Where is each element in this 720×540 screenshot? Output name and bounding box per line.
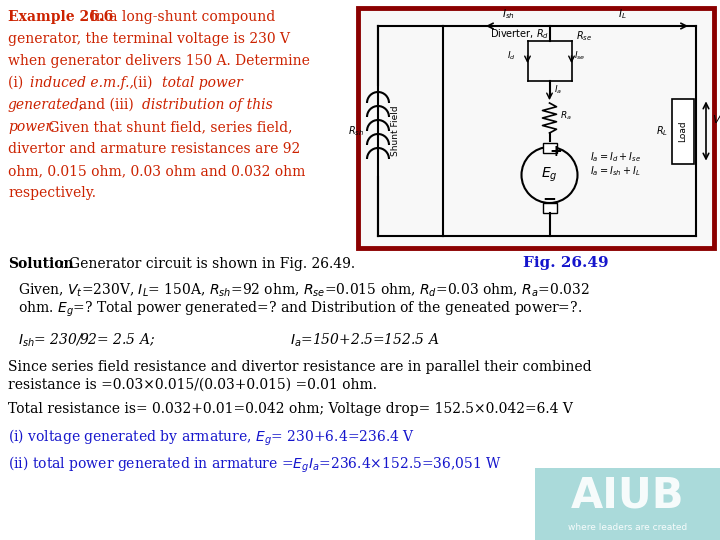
Text: $R_{se}$: $R_{se}$ bbox=[575, 29, 592, 43]
Text: $I_{sh}$: $I_{sh}$ bbox=[502, 7, 515, 21]
Text: $I_a= I_{sh}+I_L$: $I_a= I_{sh}+I_L$ bbox=[590, 164, 640, 178]
Text: ohm. $E_g$=? Total power generated=? and Distribution of the geneated power=?.: ohm. $E_g$=? Total power generated=? and… bbox=[18, 300, 582, 319]
Text: (ii) total power generated in armature =$E_g$$I_a$=236.4×152.5=36,051 W: (ii) total power generated in armature =… bbox=[8, 455, 502, 475]
Text: distribution of this: distribution of this bbox=[142, 98, 273, 112]
Text: $I_d$: $I_d$ bbox=[507, 49, 516, 62]
Text: $E_g$: $E_g$ bbox=[541, 166, 558, 184]
Text: Load: Load bbox=[678, 120, 688, 142]
Text: : Generator circuit is shown in Fig. 26.49.: : Generator circuit is shown in Fig. 26.… bbox=[60, 257, 355, 271]
Bar bbox=[535, 468, 720, 540]
Text: $I_a= I_d+I_{se}$: $I_a= I_d+I_{se}$ bbox=[590, 150, 641, 164]
Text: −: − bbox=[543, 189, 557, 207]
Text: $I_a$=150+2.5=152.5 A: $I_a$=150+2.5=152.5 A bbox=[290, 332, 439, 349]
Text: $I_{sh}$= 230/92= 2.5 A;: $I_{sh}$= 230/92= 2.5 A; bbox=[18, 332, 155, 349]
Text: divertor and armature resistances are 92: divertor and armature resistances are 92 bbox=[8, 142, 300, 156]
Text: Since series field resistance and divertor resistance are in parallel their comb: Since series field resistance and divert… bbox=[8, 360, 592, 374]
Text: (ii): (ii) bbox=[124, 76, 161, 90]
Bar bbox=[542, 143, 557, 153]
Text: total power: total power bbox=[162, 76, 243, 90]
Bar bbox=[542, 203, 557, 213]
Text: Solution: Solution bbox=[8, 257, 73, 271]
Text: Given that shunt field, series field,: Given that shunt field, series field, bbox=[44, 120, 292, 134]
Text: generator, the terminal voltage is 230 V: generator, the terminal voltage is 230 V bbox=[8, 32, 290, 46]
Text: $I_{se}$: $I_{se}$ bbox=[574, 49, 585, 62]
Text: +: + bbox=[549, 145, 562, 159]
Text: $R_{sh}$: $R_{sh}$ bbox=[348, 124, 364, 138]
Text: induced e.m.f.,: induced e.m.f., bbox=[30, 76, 134, 90]
Text: $R_L$: $R_L$ bbox=[656, 124, 668, 138]
Text: Diverter, $R_d$: Diverter, $R_d$ bbox=[490, 27, 549, 41]
Text: and (iii): and (iii) bbox=[70, 98, 143, 112]
Text: (i) voltage generated by armature, $E_g$= 230+6.4=236.4 V: (i) voltage generated by armature, $E_g$… bbox=[8, 428, 415, 448]
Text: Given, $V_t$=230V, $I_L$= 150A, $R_{sh}$=92 ohm, $R_{se}$=0.015 ohm, $R_d$=0.03 : Given, $V_t$=230V, $I_L$= 150A, $R_{sh}$… bbox=[18, 282, 590, 299]
Text: $R_a$: $R_a$ bbox=[559, 109, 571, 122]
Text: when generator delivers 150 A. Determine: when generator delivers 150 A. Determine bbox=[8, 54, 310, 68]
Text: where leaders are created: where leaders are created bbox=[568, 523, 687, 532]
Bar bbox=[358, 8, 714, 248]
Text: Example 26.6: Example 26.6 bbox=[8, 10, 113, 24]
Text: $I_a$: $I_a$ bbox=[554, 83, 562, 96]
Text: resistance is =0.03×0.015/(0.03+0.015) =0.01 ohm.: resistance is =0.03×0.015/(0.03+0.015) =… bbox=[8, 378, 377, 392]
Text: Fig. 26.49: Fig. 26.49 bbox=[523, 256, 609, 270]
Text: In a long-shunt compound: In a long-shunt compound bbox=[86, 10, 275, 24]
Text: ohm, 0.015 ohm, 0.03 ohm and 0.032 ohm: ohm, 0.015 ohm, 0.03 ohm and 0.032 ohm bbox=[8, 164, 305, 178]
Text: $I_L$: $I_L$ bbox=[618, 7, 626, 21]
Bar bbox=[672, 98, 694, 164]
Text: Total resistance is= 0.032+0.01=0.042 ohm; Voltage drop= 152.5×0.042=6.4 V: Total resistance is= 0.032+0.01=0.042 oh… bbox=[8, 402, 573, 416]
Text: power.: power. bbox=[8, 120, 55, 134]
Text: generated,: generated, bbox=[8, 98, 84, 112]
Text: Shunt Field: Shunt Field bbox=[392, 106, 400, 156]
Text: AIUB: AIUB bbox=[571, 474, 684, 516]
Text: respectively.: respectively. bbox=[8, 186, 96, 200]
Text: (i): (i) bbox=[8, 76, 32, 90]
Text: $V_t$: $V_t$ bbox=[712, 113, 720, 127]
